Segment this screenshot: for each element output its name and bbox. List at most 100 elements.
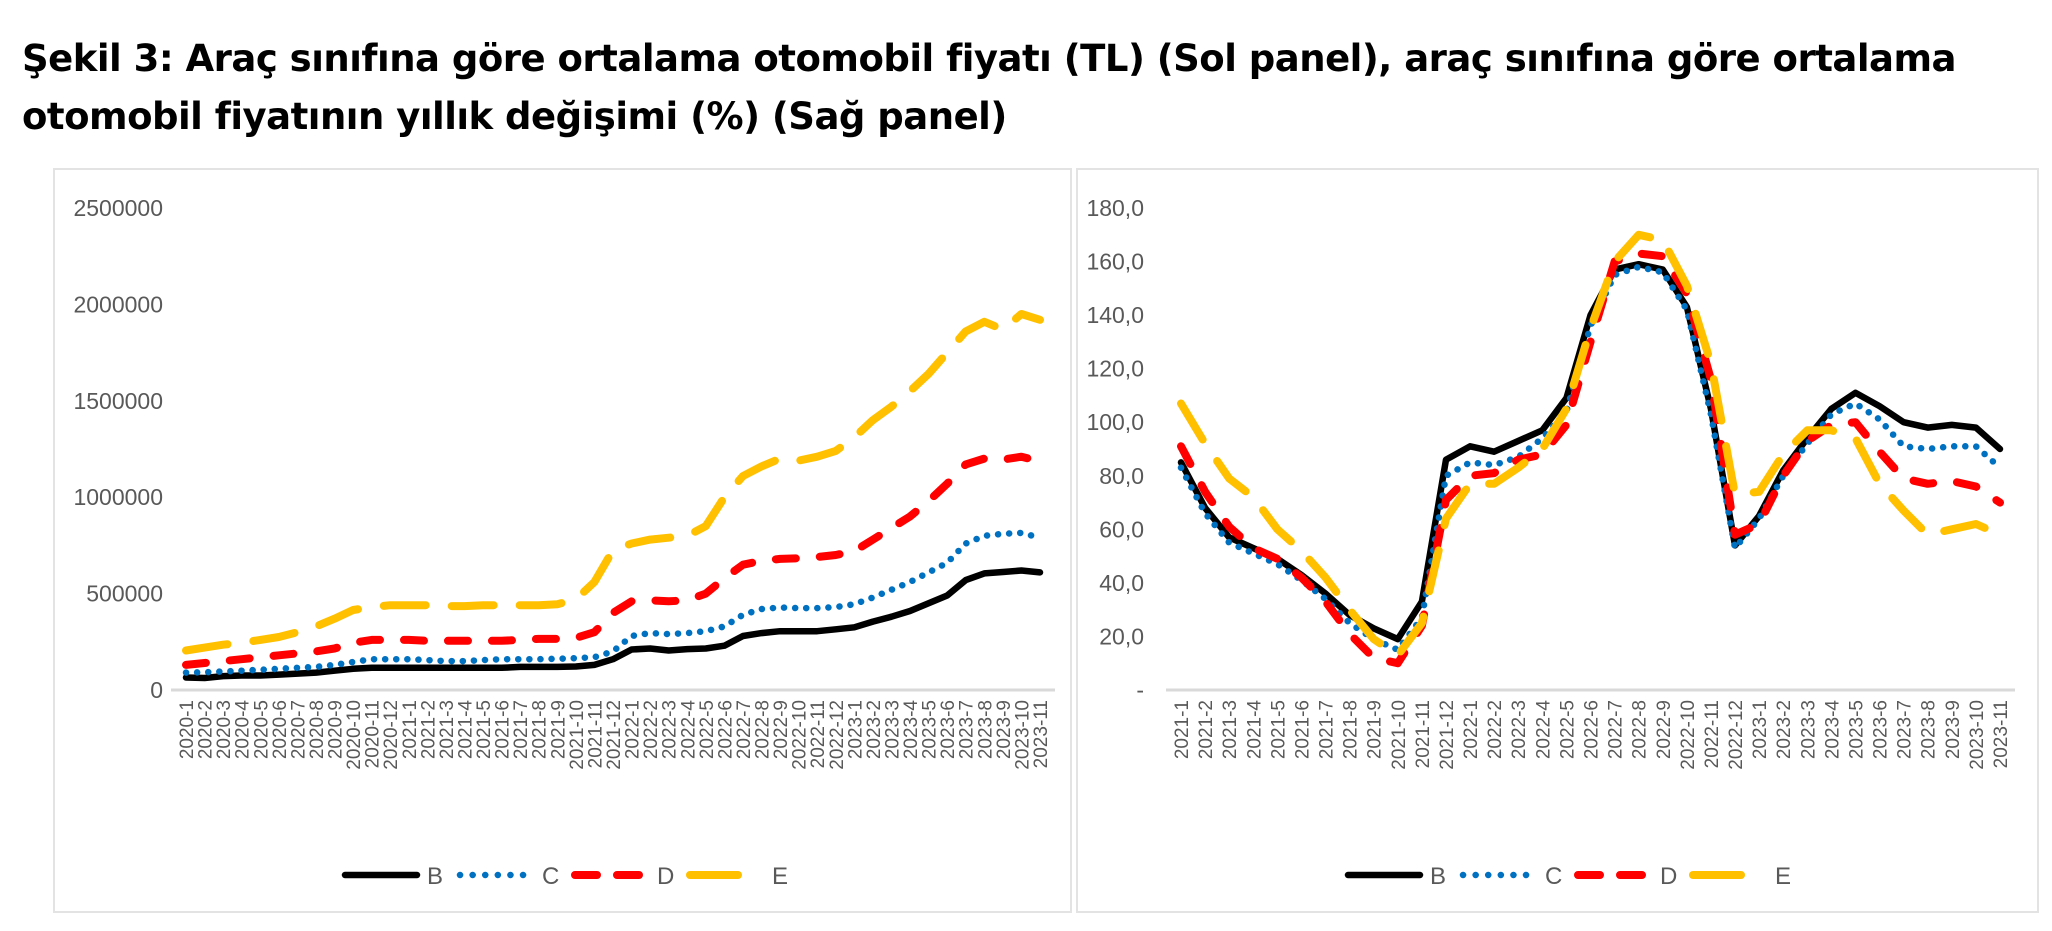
x-tick-label: 2022-10 — [1678, 700, 1699, 770]
data-point — [908, 515, 912, 519]
data-point — [1396, 661, 1400, 665]
x-tick-label: 2020-5 — [251, 700, 272, 759]
x-tick-label: 2021-1 — [1172, 700, 1193, 759]
x-tick-label: 2022-10 — [790, 700, 811, 770]
x-tick-label: 2022-2 — [641, 700, 662, 759]
data-point — [648, 538, 652, 542]
data-point — [685, 647, 689, 651]
x-tick-label: 2022-5 — [1557, 700, 1578, 759]
data-point — [1299, 576, 1303, 580]
x-tick-label: 2021-3 — [437, 700, 458, 759]
data-point — [481, 658, 485, 662]
data-point — [1950, 479, 1954, 483]
data-point — [1179, 402, 1183, 406]
data-point — [1372, 656, 1376, 660]
data-point — [1902, 509, 1906, 513]
data-point — [945, 561, 949, 565]
data-point — [871, 620, 875, 624]
data-point — [722, 644, 726, 648]
data-point — [1998, 533, 2002, 537]
data-point — [704, 592, 708, 596]
x-tick-label: 2023-10 — [1012, 700, 1033, 770]
data-point — [1829, 407, 1833, 411]
x-tick-label: 2021-4 — [455, 700, 476, 760]
data-point — [221, 643, 225, 647]
data-point — [760, 559, 764, 563]
data-point — [333, 663, 337, 667]
x-tick-label: 2021-8 — [1341, 700, 1362, 759]
x-tick-label: 2021-6 — [493, 700, 514, 759]
data-point — [500, 603, 504, 607]
data-point — [1974, 444, 1978, 448]
data-point — [667, 649, 671, 653]
data-point — [1251, 551, 1255, 555]
x-tick-label: 2023-8 — [1919, 700, 1940, 759]
data-point — [258, 655, 262, 659]
data-point — [741, 563, 745, 567]
x-tick-label: 2020-11 — [363, 700, 384, 768]
x-tick-label: 2020-1 — [177, 700, 198, 759]
x-tick-label: 2022-3 — [660, 700, 681, 759]
x-tick-label: 2023-4 — [1822, 700, 1843, 760]
data-point — [295, 651, 299, 655]
data-point — [982, 571, 986, 575]
right-chart-panel: - 20,0 40,0 60,0 80,0 100,0 120,0 140,0 160,0 180… — [1076, 168, 2039, 913]
data-point — [444, 639, 448, 643]
data-point — [184, 671, 188, 675]
data-point — [1709, 361, 1713, 365]
x-tick-label: 2021-5 — [474, 700, 495, 759]
legend-item-b: B — [341, 863, 443, 890]
x-tick-label: 2021-7 — [1317, 700, 1338, 759]
y-tick-label: 1500000 — [73, 388, 163, 414]
legend-label: D — [657, 863, 674, 890]
data-point — [1324, 576, 1328, 580]
legend-label: E — [772, 863, 788, 890]
data-point — [537, 637, 541, 641]
data-point — [370, 657, 374, 661]
data-point — [908, 609, 912, 613]
legend: B C D E — [1344, 863, 1791, 890]
data-point — [518, 665, 522, 669]
data-point — [277, 653, 281, 657]
data-point — [815, 555, 819, 559]
data-point — [1348, 621, 1352, 625]
data-point — [1902, 420, 1906, 424]
data-point — [351, 667, 355, 671]
data-point — [370, 666, 374, 670]
data-point — [592, 630, 596, 634]
data-point — [1950, 423, 1954, 427]
data-point — [407, 666, 411, 670]
x-tick-label: 2021-3 — [1220, 700, 1241, 759]
y-tick-label: 120,0 — [1086, 356, 1144, 382]
x-tick-label: 2023-6 — [938, 700, 959, 759]
data-point — [611, 657, 615, 661]
data-point — [555, 637, 559, 641]
x-tick-label: 2023-9 — [1943, 700, 1964, 759]
data-point — [1492, 471, 1496, 475]
data-point — [778, 457, 782, 461]
data-point — [611, 548, 615, 552]
data-point — [1203, 490, 1207, 494]
data-point — [1540, 428, 1544, 432]
data-point — [982, 457, 986, 461]
data-point — [258, 638, 262, 642]
data-point — [555, 657, 559, 661]
data-point — [1781, 474, 1785, 478]
data-point — [982, 534, 986, 538]
data-point — [240, 641, 244, 645]
data-point — [1878, 450, 1882, 454]
data-point — [1685, 308, 1689, 312]
data-point — [1854, 402, 1858, 406]
x-tick-label: 2022-4 — [678, 700, 699, 760]
data-point — [1516, 466, 1520, 470]
x-axis: 2020-12020-22020-32020-42020-52020-62020… — [177, 700, 1052, 770]
data-point — [964, 329, 968, 333]
y-tick-label: 20,0 — [1099, 623, 1144, 649]
x-tick-label: 2022-11 — [808, 700, 829, 768]
data-point — [481, 666, 485, 670]
x-tick-label: 2023-8 — [975, 700, 996, 759]
data-point — [945, 594, 949, 598]
data-point — [741, 634, 745, 638]
data-point — [1492, 482, 1496, 486]
x-tick-label: 2022-6 — [1582, 700, 1603, 759]
